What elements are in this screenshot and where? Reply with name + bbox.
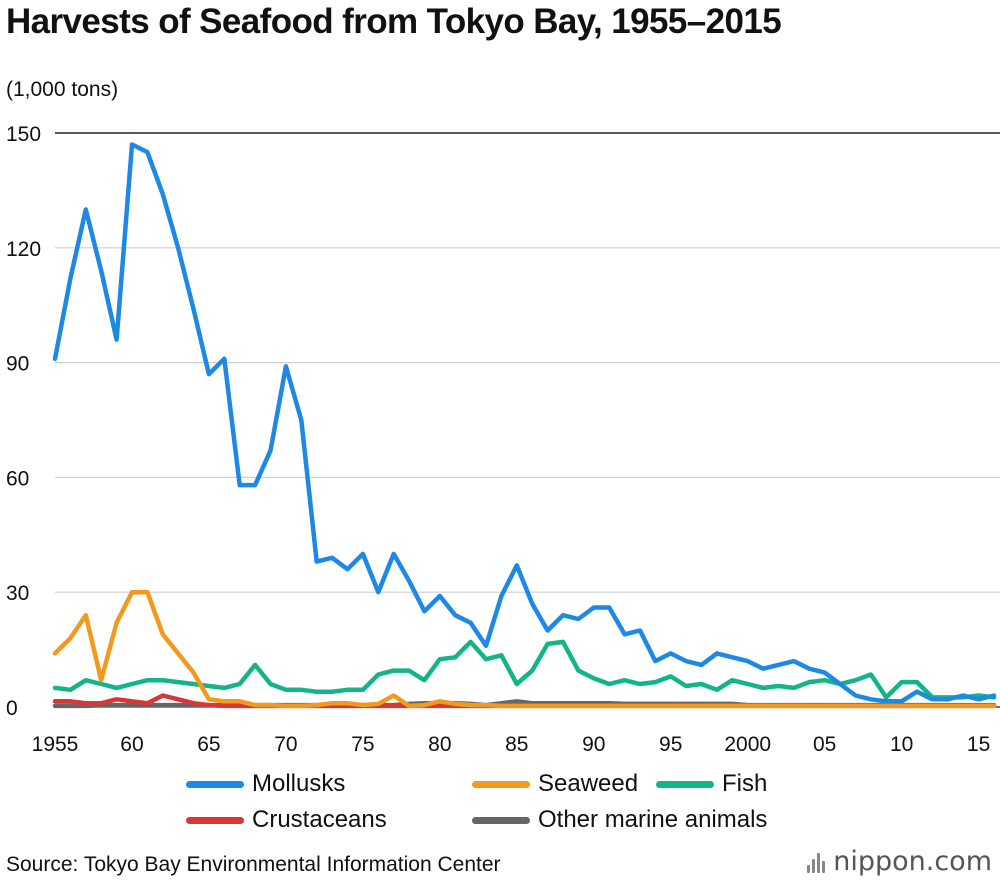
x-tick-65: 65 xyxy=(197,733,220,756)
legend-swatch-seaweed xyxy=(472,780,530,788)
x-tick-75: 75 xyxy=(351,733,374,756)
legend-label-fish: Fish xyxy=(722,770,768,797)
y-tick-150: 150 xyxy=(6,123,41,146)
x-tick-60: 60 xyxy=(120,733,143,756)
brand-bars-icon xyxy=(807,851,827,873)
legend-label-mollusks: Mollusks xyxy=(252,770,346,797)
x-tick-15: 15 xyxy=(967,733,990,756)
legend-item-other-marine-animals: Other marine animals xyxy=(472,806,767,834)
y-tick-30: 30 xyxy=(6,582,29,605)
x-tick-10: 10 xyxy=(890,733,913,756)
legend-swatch-mollusks xyxy=(186,780,244,788)
y-axis-unit-label: (1,000 tons) xyxy=(6,78,119,101)
x-tick-80: 80 xyxy=(428,733,451,756)
legend-item-fish: Fish xyxy=(656,770,767,798)
y-tick-120: 120 xyxy=(6,238,41,261)
line-chart: 0 30 60 90 120 150 1955 60 65 70 75 80 85 90 95 2000 05… xyxy=(6,123,1000,756)
x-tick-05: 05 xyxy=(813,733,836,756)
x-tick-85: 85 xyxy=(505,733,528,756)
y-tick-90: 90 xyxy=(6,353,29,376)
series-line-seaweed xyxy=(52,589,997,709)
legend: Mollusks Seaweed Fish Crustaceans Other … xyxy=(186,770,886,840)
brand-logo[interactable]: nippon.com xyxy=(807,846,992,877)
legend-item-seaweed: Seaweed xyxy=(472,770,638,798)
legend-swatch-other-marine-animals xyxy=(472,816,530,824)
source-note: Source: Tokyo Bay Environmental Informat… xyxy=(6,853,501,876)
legend-item-mollusks: Mollusks xyxy=(186,770,345,798)
legend-label-crustaceans: Crustaceans xyxy=(252,806,387,833)
series-line-mollusks xyxy=(52,142,997,704)
brand-text: nippon.com xyxy=(833,846,992,877)
grid-lines xyxy=(55,132,1000,708)
series-lines xyxy=(52,142,997,709)
y-tick-labels: 0 30 60 90 120 150 xyxy=(6,123,41,720)
legend-swatch-fish xyxy=(656,780,714,788)
series-line-fish xyxy=(52,639,997,700)
legend-swatch-crustaceans xyxy=(186,816,244,824)
x-tick-70: 70 xyxy=(274,733,297,756)
legend-item-crustaceans: Crustaceans xyxy=(186,806,387,834)
legend-label-other-marine-animals: Other marine animals xyxy=(538,806,768,833)
y-tick-0: 0 xyxy=(6,697,18,720)
x-tick-labels: 1955 60 65 70 75 80 85 90 95 2000 05 10 15 xyxy=(32,733,991,756)
chart-title: Harvests of Seafood from Tokyo Bay, 1955… xyxy=(6,2,782,41)
legend-label-seaweed: Seaweed xyxy=(538,770,639,797)
x-tick-90: 90 xyxy=(582,733,605,756)
x-tick-1955: 1955 xyxy=(32,733,79,756)
x-tick-95: 95 xyxy=(659,733,682,756)
y-tick-60: 60 xyxy=(6,467,29,490)
x-tick-2000: 2000 xyxy=(724,733,771,756)
